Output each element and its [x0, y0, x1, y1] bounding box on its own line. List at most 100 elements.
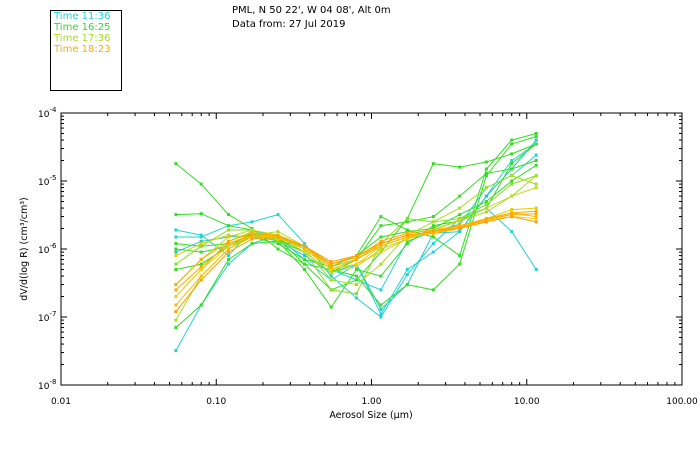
data-point — [510, 182, 514, 186]
legend-item: Time 17:36 — [54, 33, 111, 44]
data-point — [534, 217, 538, 221]
data-point — [227, 213, 230, 217]
y-tick-label: 10-8 — [38, 378, 56, 392]
data-point — [458, 213, 462, 217]
data-point — [405, 231, 409, 235]
data-point — [227, 262, 230, 266]
data-point — [379, 312, 383, 316]
data-point — [276, 230, 280, 234]
data-point — [303, 244, 306, 248]
data-point — [329, 262, 333, 266]
data-point — [379, 247, 383, 251]
data-point — [484, 210, 488, 214]
x-tick-label: 10.00 — [514, 397, 540, 407]
data-point — [355, 268, 358, 271]
data-point — [227, 244, 230, 248]
data-point — [510, 230, 514, 234]
data-point — [174, 162, 178, 166]
data-point — [355, 262, 358, 266]
data-point — [405, 235, 409, 239]
data-point — [250, 235, 254, 239]
data-point — [355, 283, 358, 287]
data-point — [199, 262, 203, 266]
data-point — [405, 217, 409, 221]
data-point — [227, 233, 230, 237]
x-tick-label: 100.00 — [666, 397, 698, 407]
data-point — [510, 142, 514, 146]
data-point — [534, 182, 538, 186]
data-point — [250, 220, 254, 224]
data-point — [199, 235, 203, 239]
data-point — [276, 237, 280, 241]
data-point — [329, 278, 333, 282]
data-point — [303, 250, 306, 254]
data-point — [458, 254, 462, 258]
data-point — [534, 206, 538, 210]
series-layer — [174, 132, 538, 353]
data-point — [534, 174, 538, 178]
legend-item: Time 16:25 — [54, 22, 111, 33]
data-point — [458, 194, 462, 198]
data-point — [379, 288, 383, 292]
data-point — [174, 247, 178, 251]
data-point — [458, 165, 462, 169]
data-point — [250, 233, 254, 237]
data-point — [199, 268, 203, 271]
data-point — [199, 258, 203, 261]
data-point — [534, 163, 538, 167]
data-point — [329, 265, 333, 269]
data-point — [458, 230, 462, 234]
data-point — [431, 242, 435, 246]
data-point — [174, 288, 178, 292]
data-point — [510, 215, 514, 219]
data-point — [174, 310, 178, 314]
data-point — [276, 213, 280, 217]
data-point — [379, 239, 383, 243]
data-point — [250, 230, 254, 234]
data-point — [510, 167, 514, 171]
data-point — [431, 231, 435, 235]
data-point — [276, 233, 280, 237]
data-point — [355, 292, 358, 296]
data-point — [303, 262, 306, 266]
data-point — [174, 326, 178, 329]
data-point — [431, 288, 435, 292]
data-point — [431, 250, 435, 254]
data-point — [303, 242, 306, 246]
data-point — [484, 203, 488, 207]
data-point — [379, 274, 383, 278]
data-point — [303, 258, 306, 261]
data-point — [379, 224, 383, 228]
data-point — [174, 262, 178, 266]
data-point — [379, 303, 383, 307]
data-point — [534, 142, 538, 146]
data-point — [329, 288, 333, 292]
y-tick-label: 10-7 — [38, 310, 56, 324]
plot-frame — [60, 112, 683, 386]
data-point — [355, 274, 358, 278]
data-point — [355, 296, 358, 300]
data-point — [534, 132, 538, 135]
data-point — [534, 159, 538, 162]
data-point — [250, 231, 254, 235]
data-point — [534, 215, 538, 219]
data-point — [405, 268, 409, 271]
data-point — [276, 247, 280, 251]
data-point — [405, 242, 409, 246]
data-point — [534, 212, 538, 216]
data-point — [174, 295, 178, 298]
data-point — [510, 179, 514, 183]
data-point — [355, 265, 358, 269]
data-point — [355, 256, 358, 259]
data-point — [227, 250, 230, 254]
data-point — [174, 268, 178, 271]
data-point — [276, 235, 280, 239]
data-point — [379, 235, 383, 239]
data-point — [458, 227, 462, 230]
x-tick-label: 0.10 — [206, 397, 226, 407]
data-point — [534, 153, 538, 157]
data-point — [329, 305, 333, 309]
data-point — [510, 213, 514, 217]
data-point — [510, 211, 514, 215]
